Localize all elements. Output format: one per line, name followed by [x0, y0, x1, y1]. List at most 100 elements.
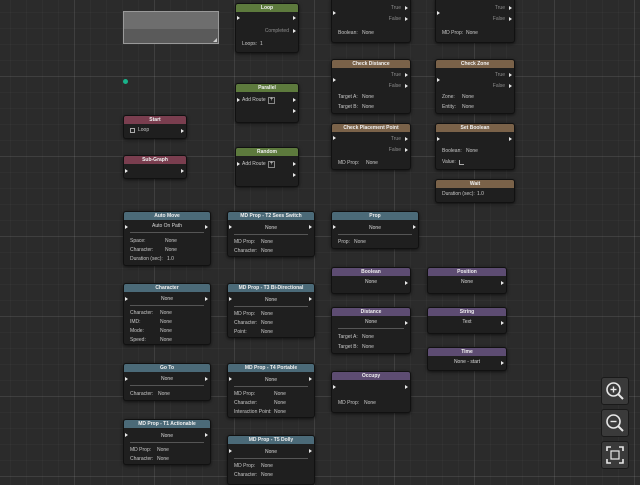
node-md-prop-t5[interactable]: MD Prop - T5 Dolly None MD Prop: None Cha…	[227, 435, 315, 485]
node-time[interactable]: Time None - start	[427, 347, 507, 371]
duration-value[interactable]: 1.0	[167, 256, 174, 262]
mode-selector[interactable]: Auto On Path	[151, 223, 183, 229]
output-pin-icon[interactable]	[293, 98, 296, 102]
output-pin-icon[interactable]	[509, 73, 512, 77]
string-value[interactable]: Text	[462, 319, 472, 325]
boolean-selector[interactable]: None	[365, 279, 377, 285]
node-start[interactable]: Start Loop	[123, 115, 187, 139]
zoom-out-button[interactable]	[601, 409, 629, 437]
resize-handle-icon[interactable]	[213, 38, 217, 42]
character-value[interactable]: None	[274, 400, 286, 406]
node-prop-check[interactable]: True False MD Prop: None	[435, 0, 515, 43]
output-pin-icon[interactable]	[509, 6, 512, 10]
type-selector[interactable]: None	[265, 449, 277, 455]
character-value[interactable]: None	[165, 247, 177, 253]
type-selector[interactable]: None	[369, 225, 381, 231]
output-pin-icon[interactable]	[205, 433, 208, 437]
output-pin-icon[interactable]	[309, 297, 312, 301]
input-pin-icon[interactable]	[437, 11, 440, 15]
interaction-point-value[interactable]: None	[274, 409, 286, 415]
mdprop-value[interactable]: None	[274, 391, 286, 397]
node-check-distance[interactable]: Check Distance True False Target A: None …	[331, 59, 411, 114]
add-route-button[interactable]: +	[268, 161, 275, 168]
type-selector[interactable]: None	[161, 433, 173, 439]
node-loop[interactable]: Loop Completed Loops: 1	[235, 3, 299, 53]
mdprop-value[interactable]: None	[366, 160, 378, 166]
character-value[interactable]: None	[261, 472, 273, 478]
output-pin-icon[interactable]	[509, 17, 512, 21]
output-pin-icon[interactable]	[405, 385, 408, 389]
input-pin-icon[interactable]	[333, 225, 336, 229]
input-pin-icon[interactable]	[237, 98, 240, 102]
output-pin-icon[interactable]	[293, 29, 296, 33]
entity-value[interactable]: None	[462, 104, 474, 110]
node-check-placement-point[interactable]: Check Placement Point True False MD Prop…	[331, 123, 411, 170]
mode-value[interactable]: None	[160, 328, 172, 334]
type-selector[interactable]: None	[265, 297, 277, 303]
output-pin-icon[interactable]	[509, 137, 512, 141]
character-value[interactable]: None	[261, 248, 273, 254]
input-pin-icon[interactable]	[237, 162, 240, 166]
output-pin-icon[interactable]	[405, 6, 408, 10]
node-md-prop-t1[interactable]: MD Prop - T1 Actionable None MD Prop: Non…	[123, 419, 211, 465]
character-value[interactable]: None	[158, 391, 170, 397]
node-position[interactable]: Position None	[427, 267, 507, 294]
fit-view-button[interactable]	[601, 441, 629, 469]
input-pin-icon[interactable]	[125, 377, 128, 381]
output-pin-icon[interactable]	[293, 16, 296, 20]
input-pin-icon[interactable]	[229, 225, 232, 229]
node-boolean[interactable]: Boolean None	[331, 267, 411, 294]
connection-dot[interactable]	[123, 79, 128, 84]
output-pin-icon[interactable]	[501, 281, 504, 285]
output-pin-icon[interactable]	[413, 225, 416, 229]
type-selector[interactable]: None	[265, 225, 277, 231]
input-pin-icon[interactable]	[229, 449, 232, 453]
value-checkbox[interactable]	[459, 160, 464, 165]
input-pin-icon[interactable]	[333, 385, 336, 389]
output-pin-icon[interactable]	[293, 109, 296, 113]
node-character[interactable]: Character None Character: None IMD: None M…	[123, 283, 211, 345]
node-md-prop-t3[interactable]: MD Prop - T3 Bi-Directional None MD Prop…	[227, 283, 315, 338]
mdprop-value[interactable]: None	[466, 30, 478, 36]
node-distance[interactable]: Distance None Target A: None Target B: Non…	[331, 307, 411, 354]
character-value[interactable]: None	[160, 310, 172, 316]
node-subgraph[interactable]: Sub-Graph	[123, 155, 187, 179]
speed-value[interactable]: None	[160, 337, 172, 343]
output-pin-icon[interactable]	[405, 321, 408, 325]
node-md-prop-t4[interactable]: MD Prop - T4 Portable None MD Prop: None …	[227, 363, 315, 418]
mdprop-value[interactable]: None	[261, 239, 273, 245]
target-b-value[interactable]: None	[362, 104, 374, 110]
node-md-prop-t2[interactable]: MD Prop - T2 Sees Switch None MD Prop: No…	[227, 211, 315, 257]
target-a-value[interactable]: None	[362, 334, 374, 340]
output-pin-icon[interactable]	[205, 297, 208, 301]
space-value[interactable]: None	[165, 238, 177, 244]
output-pin-icon[interactable]	[509, 84, 512, 88]
input-pin-icon[interactable]	[237, 16, 240, 20]
preview-box[interactable]	[123, 11, 219, 44]
input-pin-icon[interactable]	[125, 225, 128, 229]
node-boolean-check[interactable]: True False Boolean: None	[331, 0, 411, 43]
output-pin-icon[interactable]	[309, 449, 312, 453]
output-pin-icon[interactable]	[181, 169, 184, 173]
loop-checkbox[interactable]	[130, 128, 135, 133]
input-pin-icon[interactable]	[125, 433, 128, 437]
node-string[interactable]: String Text	[427, 307, 507, 334]
input-pin-icon[interactable]	[333, 78, 336, 82]
input-pin-icon[interactable]	[229, 377, 232, 381]
node-occupy[interactable]: Occupy MD Prop: None	[331, 371, 411, 413]
input-pin-icon[interactable]	[333, 136, 336, 140]
output-pin-icon[interactable]	[405, 148, 408, 152]
node-wait[interactable]: Wait Duration (sec): 1.0	[435, 179, 515, 203]
node-go-to[interactable]: Go To None Character: None	[123, 363, 211, 401]
target-a-value[interactable]: None	[362, 94, 374, 100]
target-b-value[interactable]: None	[362, 344, 374, 350]
output-pin-icon[interactable]	[405, 73, 408, 77]
mdprop-value[interactable]: None	[261, 311, 273, 317]
output-pin-icon[interactable]	[405, 281, 408, 285]
duration-value[interactable]: 1.0	[477, 191, 484, 197]
input-pin-icon[interactable]	[333, 11, 336, 15]
mdprop-value[interactable]: None	[157, 447, 169, 453]
output-pin-icon[interactable]	[205, 225, 208, 229]
loops-value[interactable]: 1	[260, 41, 263, 47]
output-pin-icon[interactable]	[205, 377, 208, 381]
